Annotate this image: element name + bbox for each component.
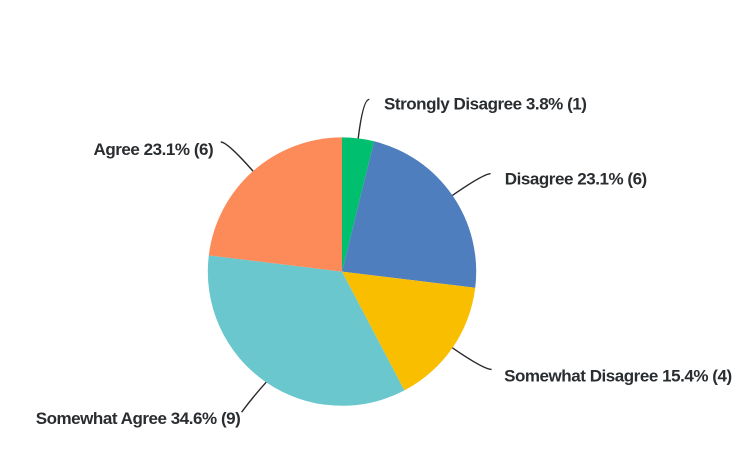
svg-text:Disagree 23.1% (6): Disagree 23.1% (6) (505, 170, 647, 189)
svg-text:Agree 23.1% (6): Agree 23.1% (6) (94, 140, 214, 159)
svg-text:Somewhat Disagree 15.4% (4): Somewhat Disagree 15.4% (4) (504, 367, 732, 386)
svg-text:Somewhat Agree 34.6% (9): Somewhat Agree 34.6% (9) (36, 409, 241, 428)
svg-text:Strongly Disagree 3.8% (1): Strongly Disagree 3.8% (1) (384, 94, 587, 113)
